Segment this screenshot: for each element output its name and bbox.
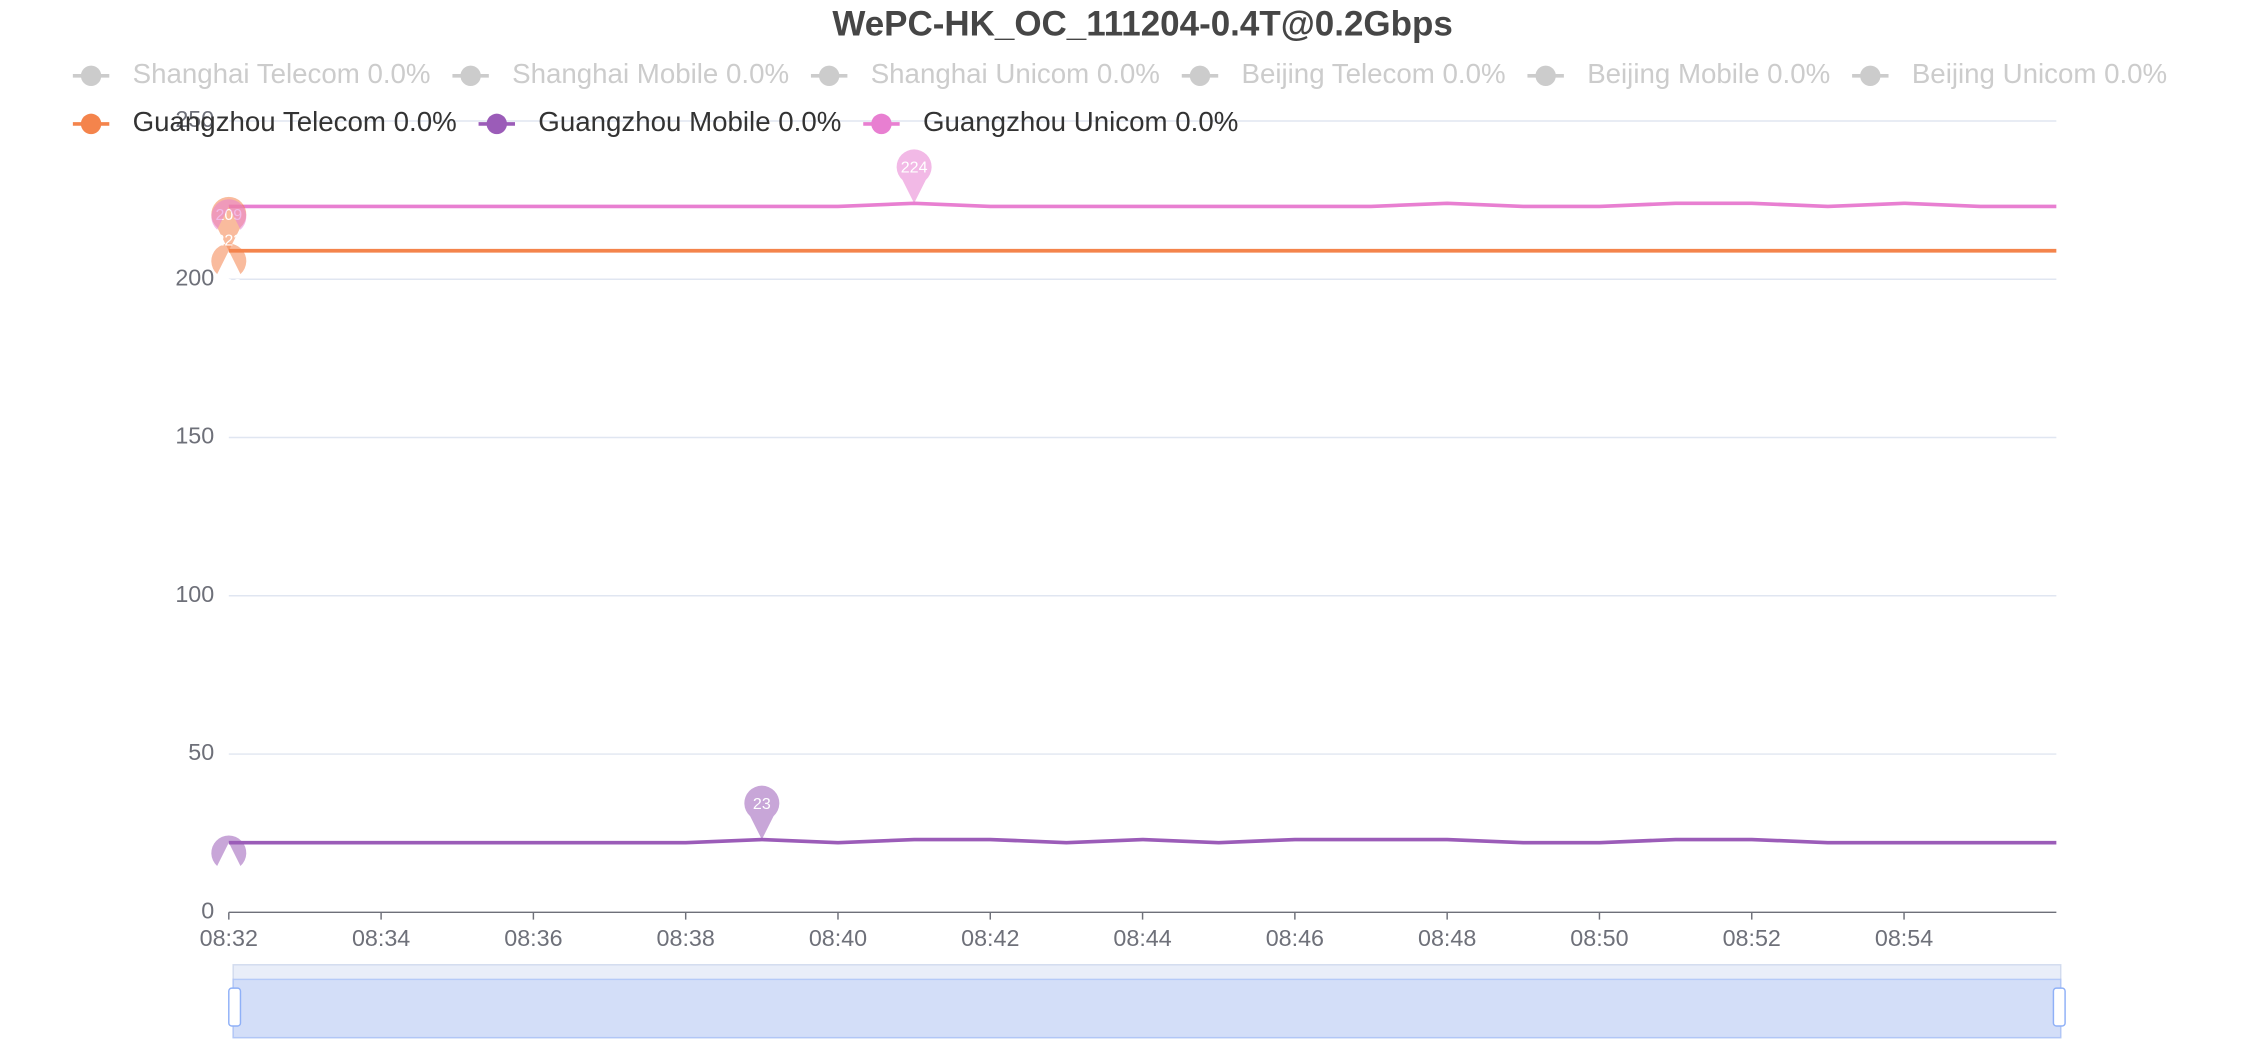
mark-point-pin [211,199,247,230]
mark-point: 209 [211,243,247,294]
legend-label: Guangzhou Mobile 0.0% [538,106,841,137]
legend-item[interactable]: Guangzhou Mobile 0.0% [478,106,842,137]
zoom-handle-right[interactable] [2052,987,2066,1027]
legend-dot [1189,65,1211,86]
chart-title: WePC-HK_OC_111204-0.4T@0.2Gbps [832,4,1452,43]
legend-label: Guangzhou Unicom 0.0% [923,106,1238,137]
legend-label: Shanghai Telecom 0.0% [133,58,431,89]
mark-point: 23 [744,785,780,840]
x-tick-label: 08:38 [657,925,715,951]
legend-label: Beijing Mobile 0.0% [1587,58,1830,89]
x-tick-label: 08:46 [1266,925,1324,951]
x-tick-label: 08:34 [352,925,410,951]
y-tick-label: 150 [175,423,214,449]
legend-dot [1860,65,1881,86]
y-tick-label: 250 [175,106,214,132]
legend-item[interactable]: Beijing Mobile 0.0% [1527,58,1830,89]
legend-dot [460,65,481,86]
legend-item[interactable]: Shanghai Unicom 0.0% [810,58,1160,89]
legend-item[interactable]: Guangzhou Telecom 0.0% [72,106,457,137]
x-tick-label: 08:36 [504,925,562,951]
x-tick-label: 08:32 [200,925,258,951]
mark-point-label: 23 [753,795,771,813]
legend-item[interactable]: Beijing Unicom 0.0% [1852,58,2167,89]
legend-label: Shanghai Mobile 0.0% [512,58,789,89]
legend-dot [486,113,507,135]
x-tick-label: 08:54 [1875,925,1933,951]
x-tick-label: 08:48 [1418,925,1476,951]
data-zoom[interactable] [228,964,2066,1039]
legend-item[interactable]: Guangzhou Unicom 0.0% [863,106,1238,137]
mark-point: 22 [211,835,247,886]
x-tick-label: 08:40 [809,925,867,951]
x-tick-label: 08:44 [1113,925,1171,951]
x-tick-label: 08:52 [1723,925,1781,951]
mark-point-pin [896,149,932,204]
y-tick-label: 200 [175,264,214,290]
mark-point-label: 209 [215,276,242,294]
mark-point-label: 223 [215,232,242,250]
series-line [228,837,2057,845]
x-tick-label: 08:42 [961,925,1019,951]
legend-item[interactable]: Beijing Telecom 0.0% [1181,58,1506,89]
legend-label: Beijing Unicom 0.0% [1912,58,2167,89]
mark-point-pin [744,785,780,840]
mark-point-pin [211,243,247,275]
mark-point: 223 [211,199,247,250]
legend-dot [1535,65,1556,86]
legend-item[interactable]: Shanghai Telecom 0.0% [72,58,431,89]
mark-point-label: 22 [220,868,238,886]
mark-point-pin [211,835,247,867]
legend-dot [871,113,892,135]
y-tick-label: 50 [188,739,214,765]
x-tick-label: 08:50 [1570,925,1628,951]
legend-dot [818,65,840,86]
zoom-window[interactable] [232,978,2062,1039]
mark-point-label: 224 [901,159,928,177]
y-tick-label: 0 [201,897,214,923]
legend-dot [80,113,102,135]
legend-dot [80,65,102,86]
legend-label: Shanghai Unicom 0.0% [871,58,1160,89]
zoom-handle-left[interactable] [228,987,242,1027]
y-tick-label: 100 [175,581,214,607]
series-line [228,201,2057,209]
legend-item[interactable]: Shanghai Mobile 0.0% [452,58,789,89]
legend-label: Beijing Telecom 0.0% [1242,58,1506,89]
legend-label: Guangzhou Telecom 0.0% [133,106,457,137]
mark-point: 224 [896,149,932,204]
